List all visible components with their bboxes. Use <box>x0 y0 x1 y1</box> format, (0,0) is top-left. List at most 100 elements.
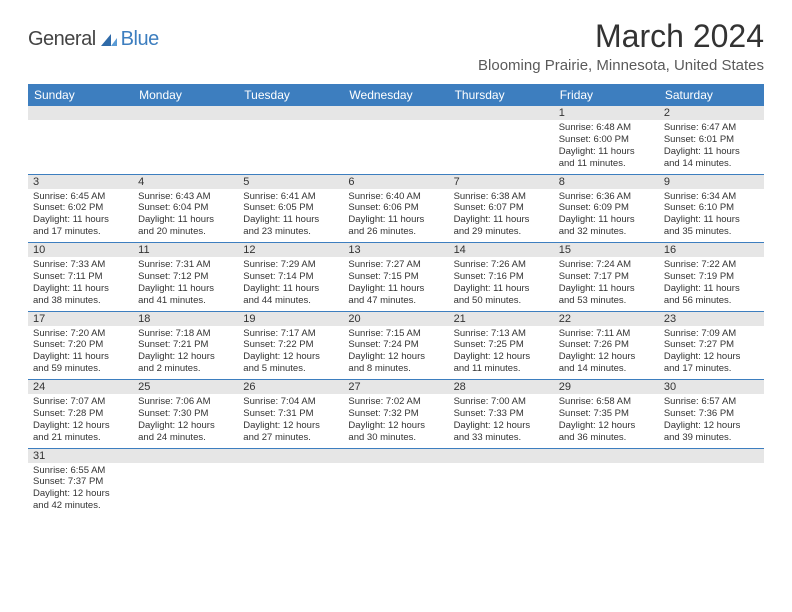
sunset-text: Sunset: 7:14 PM <box>243 271 338 283</box>
daynum-band: 31 <box>28 449 764 463</box>
week-row: Sunrise: 7:33 AMSunset: 7:11 PMDaylight:… <box>28 257 764 312</box>
page-title: March 2024 <box>478 18 764 55</box>
dl2-text: and 17 minutes. <box>33 226 128 238</box>
sunrise-text: Sunrise: 7:11 AM <box>559 328 654 340</box>
dl2-text: and 14 minutes. <box>559 363 654 375</box>
day-number: 11 <box>133 243 238 257</box>
dl1-text: Daylight: 12 hours <box>664 351 759 363</box>
day-number: 4 <box>133 175 238 189</box>
sunset-text: Sunset: 7:31 PM <box>243 408 338 420</box>
dl1-text: Daylight: 11 hours <box>348 283 443 295</box>
logo-text-blue: Blue <box>121 28 159 51</box>
empty-cell <box>238 120 343 175</box>
sunrise-text: Sunrise: 7:31 AM <box>138 259 233 271</box>
dl1-text: Daylight: 11 hours <box>33 214 128 226</box>
sunrise-text: Sunrise: 6:55 AM <box>33 465 128 477</box>
dl1-text: Daylight: 11 hours <box>454 283 549 295</box>
day-number: 19 <box>238 312 343 326</box>
day-number: 10 <box>28 243 133 257</box>
dl2-text: and 42 minutes. <box>33 500 128 512</box>
day-cell: Sunrise: 7:33 AMSunset: 7:11 PMDaylight:… <box>28 257 133 312</box>
day-number: 25 <box>133 380 238 394</box>
daynum-band: 17181920212223 <box>28 312 764 326</box>
day-number: 26 <box>238 380 343 394</box>
dl2-text: and 32 minutes. <box>559 226 654 238</box>
week-row: Sunrise: 6:48 AMSunset: 6:00 PMDaylight:… <box>28 120 764 175</box>
sunrise-text: Sunrise: 7:02 AM <box>348 396 443 408</box>
dl2-text: and 39 minutes. <box>664 432 759 444</box>
day-cell: Sunrise: 6:41 AMSunset: 6:05 PMDaylight:… <box>238 189 343 244</box>
day-number: 21 <box>449 312 554 326</box>
day-cell: Sunrise: 6:47 AMSunset: 6:01 PMDaylight:… <box>659 120 764 175</box>
sunset-text: Sunset: 6:05 PM <box>243 202 338 214</box>
dl2-text: and 2 minutes. <box>138 363 233 375</box>
sunrise-text: Sunrise: 7:18 AM <box>138 328 233 340</box>
day-number: 31 <box>28 449 133 463</box>
day-cell: Sunrise: 7:20 AMSunset: 7:20 PMDaylight:… <box>28 326 133 381</box>
week-row: Sunrise: 7:20 AMSunset: 7:20 PMDaylight:… <box>28 326 764 381</box>
empty-cell <box>449 463 554 517</box>
dl1-text: Daylight: 12 hours <box>664 420 759 432</box>
sunrise-text: Sunrise: 6:45 AM <box>33 191 128 203</box>
dl1-text: Daylight: 11 hours <box>138 283 233 295</box>
day-cell: Sunrise: 6:43 AMSunset: 6:04 PMDaylight:… <box>133 189 238 244</box>
dl2-text: and 53 minutes. <box>559 295 654 307</box>
dl1-text: Daylight: 12 hours <box>454 420 549 432</box>
empty-cell <box>133 120 238 175</box>
sunrise-text: Sunrise: 7:04 AM <box>243 396 338 408</box>
dl2-text: and 44 minutes. <box>243 295 338 307</box>
day-number <box>28 106 133 120</box>
dl2-text: and 5 minutes. <box>243 363 338 375</box>
day-number <box>133 106 238 120</box>
day-cell: Sunrise: 7:09 AMSunset: 7:27 PMDaylight:… <box>659 326 764 381</box>
calendar-body: 12Sunrise: 6:48 AMSunset: 6:00 PMDayligh… <box>28 106 764 516</box>
sunset-text: Sunset: 7:25 PM <box>454 339 549 351</box>
day-cell: Sunrise: 7:29 AMSunset: 7:14 PMDaylight:… <box>238 257 343 312</box>
sunset-text: Sunset: 6:06 PM <box>348 202 443 214</box>
daynum-band: 24252627282930 <box>28 380 764 394</box>
sunset-text: Sunset: 7:19 PM <box>664 271 759 283</box>
day-cell: Sunrise: 7:15 AMSunset: 7:24 PMDaylight:… <box>343 326 448 381</box>
sunrise-text: Sunrise: 7:09 AM <box>664 328 759 340</box>
empty-cell <box>343 120 448 175</box>
dow-cell: Saturday <box>659 84 764 106</box>
day-number <box>449 106 554 120</box>
dl1-text: Daylight: 11 hours <box>664 146 759 158</box>
dl1-text: Daylight: 11 hours <box>454 214 549 226</box>
sunset-text: Sunset: 7:27 PM <box>664 339 759 351</box>
dl2-text: and 38 minutes. <box>33 295 128 307</box>
dl2-text: and 56 minutes. <box>664 295 759 307</box>
dow-cell: Monday <box>133 84 238 106</box>
empty-cell <box>659 463 764 517</box>
dl1-text: Daylight: 11 hours <box>559 283 654 295</box>
day-cell: Sunrise: 6:58 AMSunset: 7:35 PMDaylight:… <box>554 394 659 449</box>
day-cell: Sunrise: 7:17 AMSunset: 7:22 PMDaylight:… <box>238 326 343 381</box>
dl2-text: and 14 minutes. <box>664 158 759 170</box>
sunset-text: Sunset: 7:11 PM <box>33 271 128 283</box>
dl1-text: Daylight: 12 hours <box>243 420 338 432</box>
day-number: 18 <box>133 312 238 326</box>
day-cell: Sunrise: 6:45 AMSunset: 6:02 PMDaylight:… <box>28 189 133 244</box>
dl2-text: and 24 minutes. <box>138 432 233 444</box>
day-number: 13 <box>343 243 448 257</box>
day-number: 16 <box>659 243 764 257</box>
sunrise-text: Sunrise: 6:38 AM <box>454 191 549 203</box>
dl2-text: and 30 minutes. <box>348 432 443 444</box>
week-row: Sunrise: 7:07 AMSunset: 7:28 PMDaylight:… <box>28 394 764 449</box>
sunrise-text: Sunrise: 7:22 AM <box>664 259 759 271</box>
day-number <box>449 449 554 463</box>
day-number <box>238 449 343 463</box>
day-number: 29 <box>554 380 659 394</box>
dl1-text: Daylight: 11 hours <box>348 214 443 226</box>
day-number: 15 <box>554 243 659 257</box>
dl1-text: Daylight: 12 hours <box>33 420 128 432</box>
dl1-text: Daylight: 12 hours <box>243 351 338 363</box>
day-number <box>238 106 343 120</box>
day-number <box>343 106 448 120</box>
empty-cell <box>554 463 659 517</box>
dl1-text: Daylight: 11 hours <box>559 146 654 158</box>
day-cell: Sunrise: 6:57 AMSunset: 7:36 PMDaylight:… <box>659 394 764 449</box>
day-number: 24 <box>28 380 133 394</box>
sunset-text: Sunset: 7:33 PM <box>454 408 549 420</box>
sunset-text: Sunset: 6:07 PM <box>454 202 549 214</box>
